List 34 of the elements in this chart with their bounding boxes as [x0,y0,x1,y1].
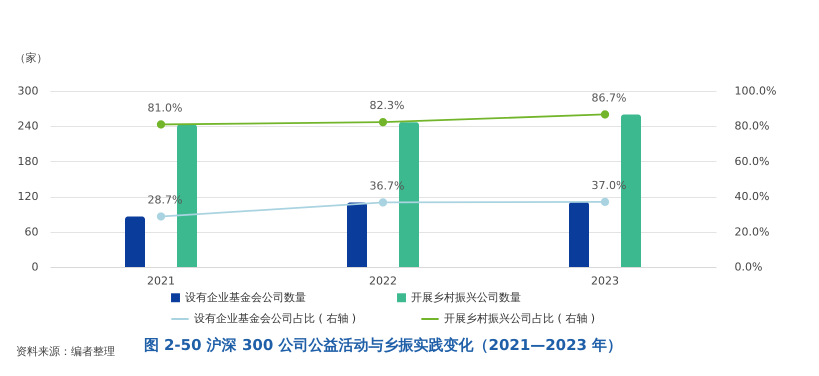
point [156,120,166,129]
legend-label: 开展乡村振兴公司占比 ( 右轴 ) [444,312,596,325]
y2-tick-label: 80.0% [734,120,770,133]
x-tick-label: 2022 [369,274,397,288]
bar [569,202,589,267]
y-tick-label: 180 [18,154,38,168]
y2-tick-label: 20.0% [734,225,770,238]
bar [125,216,145,267]
text: 资料来源：编者整理 [16,344,115,359]
y-axis-title: （家） [14,52,48,64]
point [600,110,610,119]
y-tick-label: 120 [18,190,38,204]
point [600,198,610,206]
y-tick-label: 60 [24,225,38,238]
y-tick-label: 240 [18,120,38,133]
legend-label: 设有企业基金会公司占比 ( 右轴 ) [194,312,356,325]
y-tick-label: 300 [18,84,38,98]
legend-label: 设有企业基金会公司数量 [185,290,306,304]
point [378,198,388,207]
y2-tick-label: 40.0% [734,190,770,204]
data-label: 86.7% [592,91,626,104]
y-tick-label: 0 [32,260,38,274]
y2-tick-label: 0.0% [734,260,762,274]
x-tick-label: 2021 [147,274,175,288]
text: 图 2-50 沪深 300 公司公益活动与乡振实践变化（2021—2023 年） [144,336,622,354]
y2-tick-label: 100.0% [734,84,776,98]
point [378,118,388,126]
bar [347,202,367,267]
data-label: 81.0% [148,101,182,114]
x-tick-label: 2023 [591,274,619,288]
legend-label: 开展乡村振兴公司数量 [411,290,521,304]
y2-tick-label: 60.0% [734,154,770,168]
point [156,212,166,221]
data-label: 82.3% [370,99,404,112]
